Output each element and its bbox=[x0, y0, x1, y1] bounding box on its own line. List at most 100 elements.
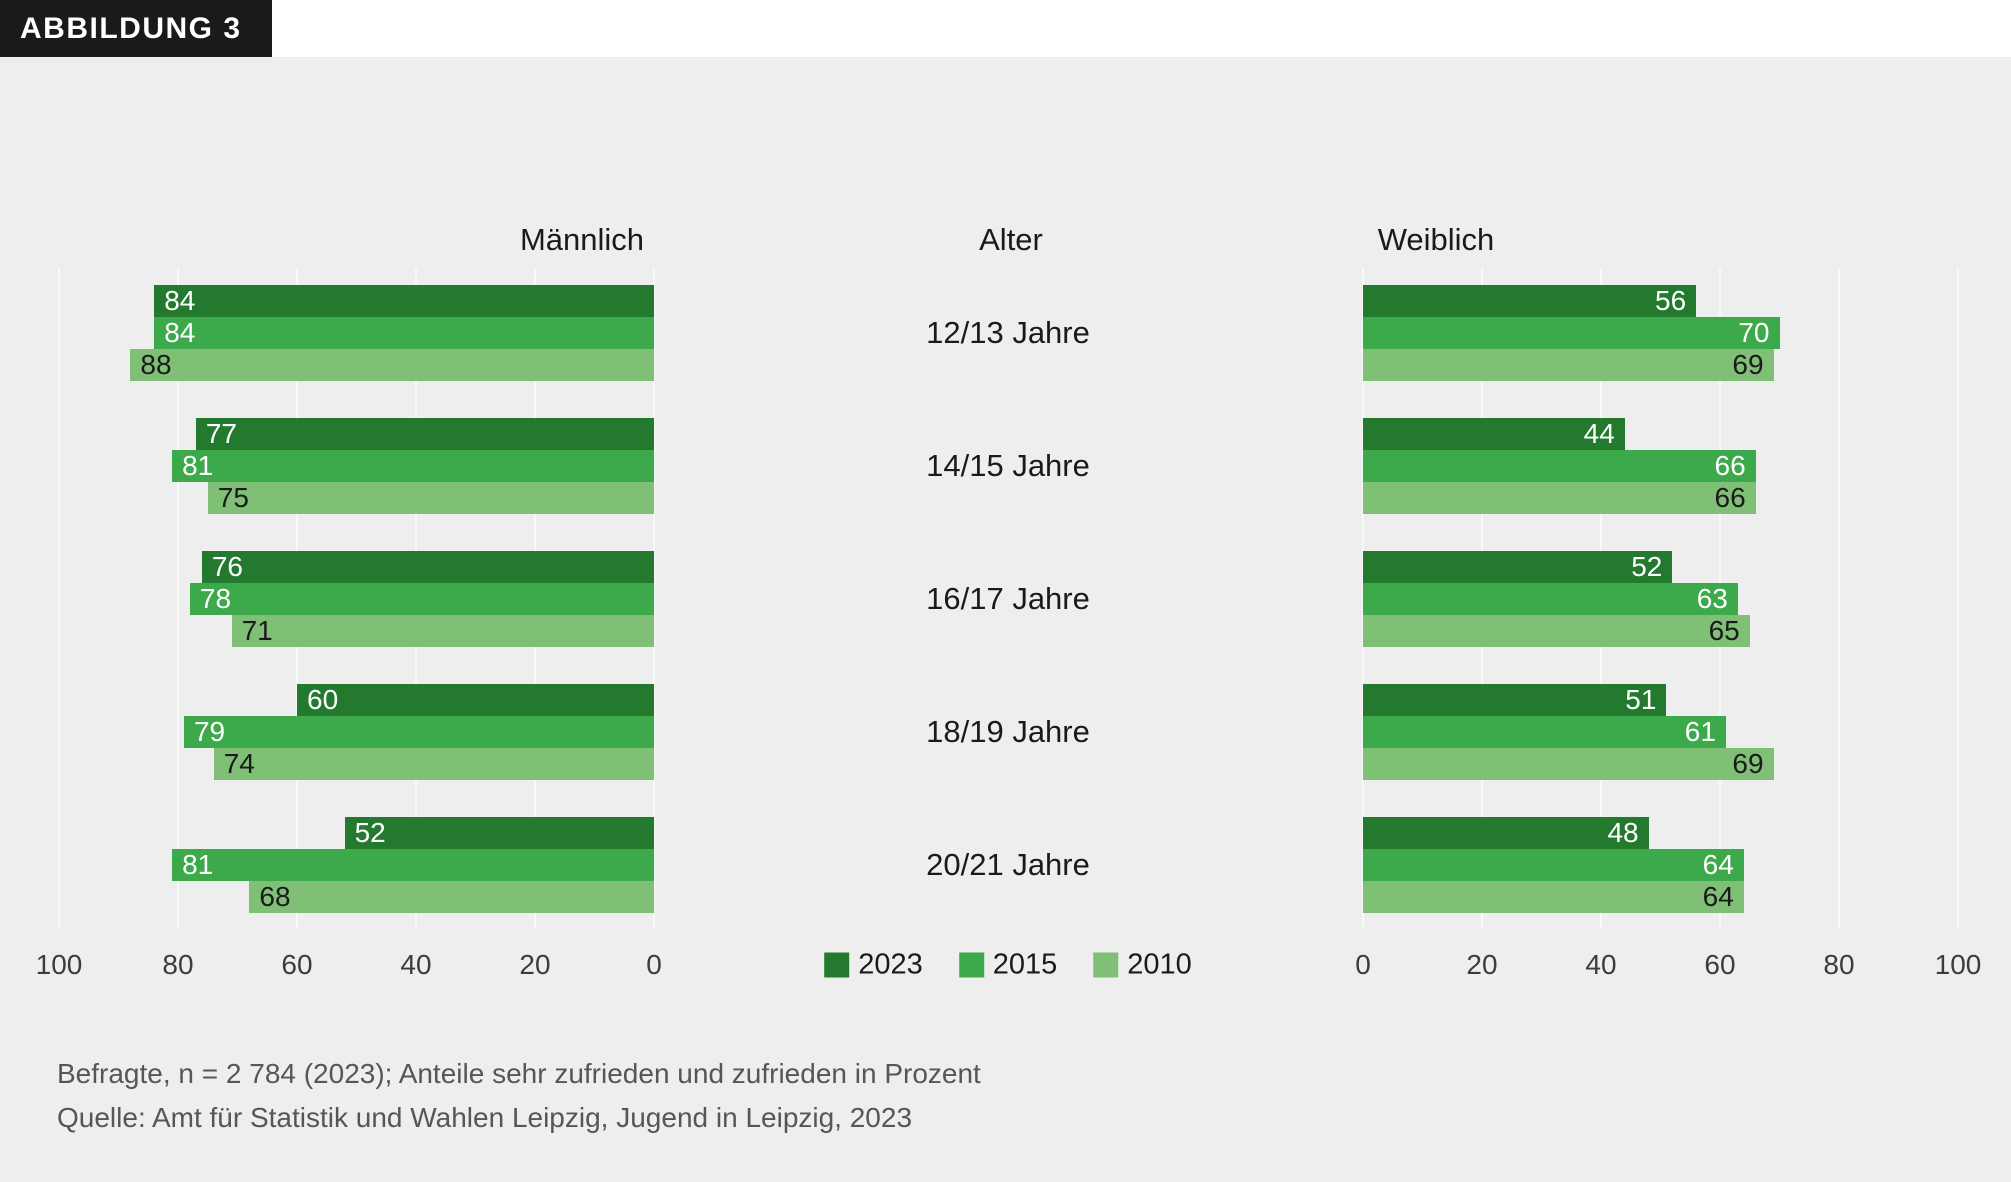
footnote: Befragte, n = 2 784 (2023); Anteile sehr… bbox=[57, 1052, 981, 1140]
bar-female-2023: 56 bbox=[1363, 285, 1697, 317]
bar-male-2023: 77 bbox=[195, 418, 654, 450]
gridline bbox=[1957, 268, 1959, 928]
bar-male-2015: 81 bbox=[172, 849, 654, 881]
bar-male-2015: 84 bbox=[154, 317, 654, 349]
bar-value-label: 52 bbox=[354, 817, 386, 848]
bar-male-2023: 52 bbox=[344, 817, 654, 849]
bar-group: 76 78 71 bbox=[59, 551, 654, 647]
bar-female-2010: 64 bbox=[1363, 881, 1744, 913]
bar-value-label: 88 bbox=[140, 349, 172, 380]
bar-value-label: 84 bbox=[164, 317, 196, 348]
bar-value-label: 78 bbox=[199, 583, 232, 614]
bar-female-2010: 69 bbox=[1363, 349, 1774, 381]
gridline bbox=[653, 268, 655, 928]
bar-group: 77 81 75 bbox=[59, 418, 654, 514]
bar-female-2010: 65 bbox=[1363, 615, 1750, 647]
bar-value-label: 61 bbox=[1684, 716, 1716, 747]
bar-value-label: 64 bbox=[1702, 881, 1734, 912]
bar-male-2015: 81 bbox=[172, 450, 654, 482]
plot-male: 84 84 88 77 81 75 76 78 71 60 79 74 52 81 68 bbox=[58, 268, 655, 928]
legend-label: 2010 bbox=[1127, 948, 1192, 981]
axis-tick-label: 100 bbox=[35, 949, 83, 980]
bar-group: 56 70 69 bbox=[1363, 285, 1958, 381]
bar-value-label: 60 bbox=[307, 684, 339, 715]
bar-value-label: 79 bbox=[193, 716, 226, 747]
bar-male-2010: 71 bbox=[231, 615, 654, 647]
bar-value-label: 71 bbox=[241, 615, 273, 646]
bar-value-label: 44 bbox=[1583, 418, 1615, 449]
bar-female-2010: 66 bbox=[1363, 482, 1756, 514]
axis-tick-label: 20 bbox=[1466, 949, 1498, 980]
bar-female-2015: 70 bbox=[1363, 317, 1780, 349]
bar-male-2023: 76 bbox=[201, 551, 654, 583]
bar-value-label: 51 bbox=[1625, 684, 1657, 715]
axis-tick-label: 60 bbox=[281, 949, 313, 980]
bar-male-2023: 84 bbox=[154, 285, 654, 317]
bar-value-label: 84 bbox=[164, 285, 196, 316]
axis-tick-label: 0 bbox=[646, 949, 662, 980]
bar-value-label: 81 bbox=[182, 450, 214, 481]
legend-item-2015: 2015 bbox=[958, 948, 1058, 982]
bar-value-label: 64 bbox=[1702, 849, 1734, 880]
bar-value-label: 68 bbox=[259, 881, 291, 912]
bar-male-2010: 75 bbox=[207, 482, 654, 514]
bar-value-label: 69 bbox=[1732, 349, 1764, 380]
panel-title-age: Alter bbox=[979, 222, 1043, 257]
axis-tick-label: 100 bbox=[1934, 949, 1982, 980]
bar-female-2023: 51 bbox=[1363, 684, 1667, 716]
bar-male-2010: 68 bbox=[249, 881, 654, 913]
legend: 2023 2015 2010 bbox=[824, 949, 1192, 982]
bar-female-2015: 61 bbox=[1363, 716, 1726, 748]
bar-group: 84 84 88 bbox=[59, 285, 654, 381]
legend-item-2023: 2023 bbox=[824, 949, 923, 982]
panel-title-female: Weiblich bbox=[1377, 222, 1495, 257]
axis-tick-label: 20 bbox=[519, 949, 551, 980]
bar-value-label: 48 bbox=[1607, 817, 1639, 848]
bar-value-label: 52 bbox=[1631, 551, 1663, 582]
axis-tick-label: 0 bbox=[1355, 949, 1371, 980]
bar-value-label: 81 bbox=[182, 849, 214, 880]
panel-title-male: Männlich bbox=[519, 222, 645, 257]
bar-female-2015: 64 bbox=[1363, 849, 1744, 881]
footnote-line-2: Quelle: Amt für Statistik und Wahlen Lei… bbox=[57, 1102, 913, 1133]
axis-female: 0 20 40 60 80 100 bbox=[1355, 944, 1981, 986]
bar-female-2015: 66 bbox=[1363, 450, 1756, 482]
axis-male: 0 20 40 60 80 100 bbox=[36, 944, 662, 986]
legend-label: 2023 bbox=[858, 948, 923, 981]
bar-group: 52 63 65 bbox=[1363, 551, 1958, 647]
bar-value-label: 66 bbox=[1714, 450, 1746, 481]
bar-male-2023: 60 bbox=[297, 684, 654, 716]
legend-label: 2015 bbox=[992, 948, 1058, 981]
figure-tag: ABBILDUNG 3 bbox=[0, 0, 272, 57]
bar-value-label: 70 bbox=[1738, 317, 1770, 348]
footnote-line-1: Befragte, n = 2 784 (2023); Anteile sehr… bbox=[57, 1058, 981, 1089]
bar-female-2010: 69 bbox=[1363, 748, 1774, 780]
legend-swatch bbox=[1093, 952, 1119, 978]
axis-tick-label: 60 bbox=[1704, 949, 1736, 980]
bar-value-label: 63 bbox=[1696, 583, 1728, 614]
bar-male-2015: 79 bbox=[183, 716, 654, 748]
bar-group: 44 66 66 bbox=[1363, 418, 1958, 514]
bar-value-label: 69 bbox=[1732, 748, 1764, 779]
bar-value-label: 76 bbox=[211, 551, 243, 582]
bar-male-2015: 78 bbox=[189, 583, 654, 615]
bar-value-label: 75 bbox=[217, 482, 249, 513]
bar-value-label: 77 bbox=[205, 418, 238, 449]
bar-value-label: 56 bbox=[1655, 285, 1687, 316]
bar-group: 52 81 68 bbox=[59, 817, 654, 913]
bar-male-2010: 88 bbox=[130, 349, 654, 381]
legend-swatch bbox=[958, 952, 984, 978]
bar-female-2023: 44 bbox=[1363, 418, 1625, 450]
bar-value-label: 66 bbox=[1714, 482, 1746, 513]
legend-swatch bbox=[824, 952, 850, 978]
axis-tick-label: 40 bbox=[1585, 949, 1617, 980]
bar-value-label: 65 bbox=[1708, 615, 1740, 646]
legend-item-2010: 2010 bbox=[1093, 949, 1192, 982]
bar-male-2010: 74 bbox=[213, 748, 654, 780]
bar-female-2023: 48 bbox=[1363, 817, 1649, 849]
gridline bbox=[177, 268, 179, 928]
axis-tick-label: 80 bbox=[162, 949, 194, 980]
bar-group: 51 61 69 bbox=[1363, 684, 1958, 780]
bar-female-2015: 63 bbox=[1363, 583, 1738, 615]
